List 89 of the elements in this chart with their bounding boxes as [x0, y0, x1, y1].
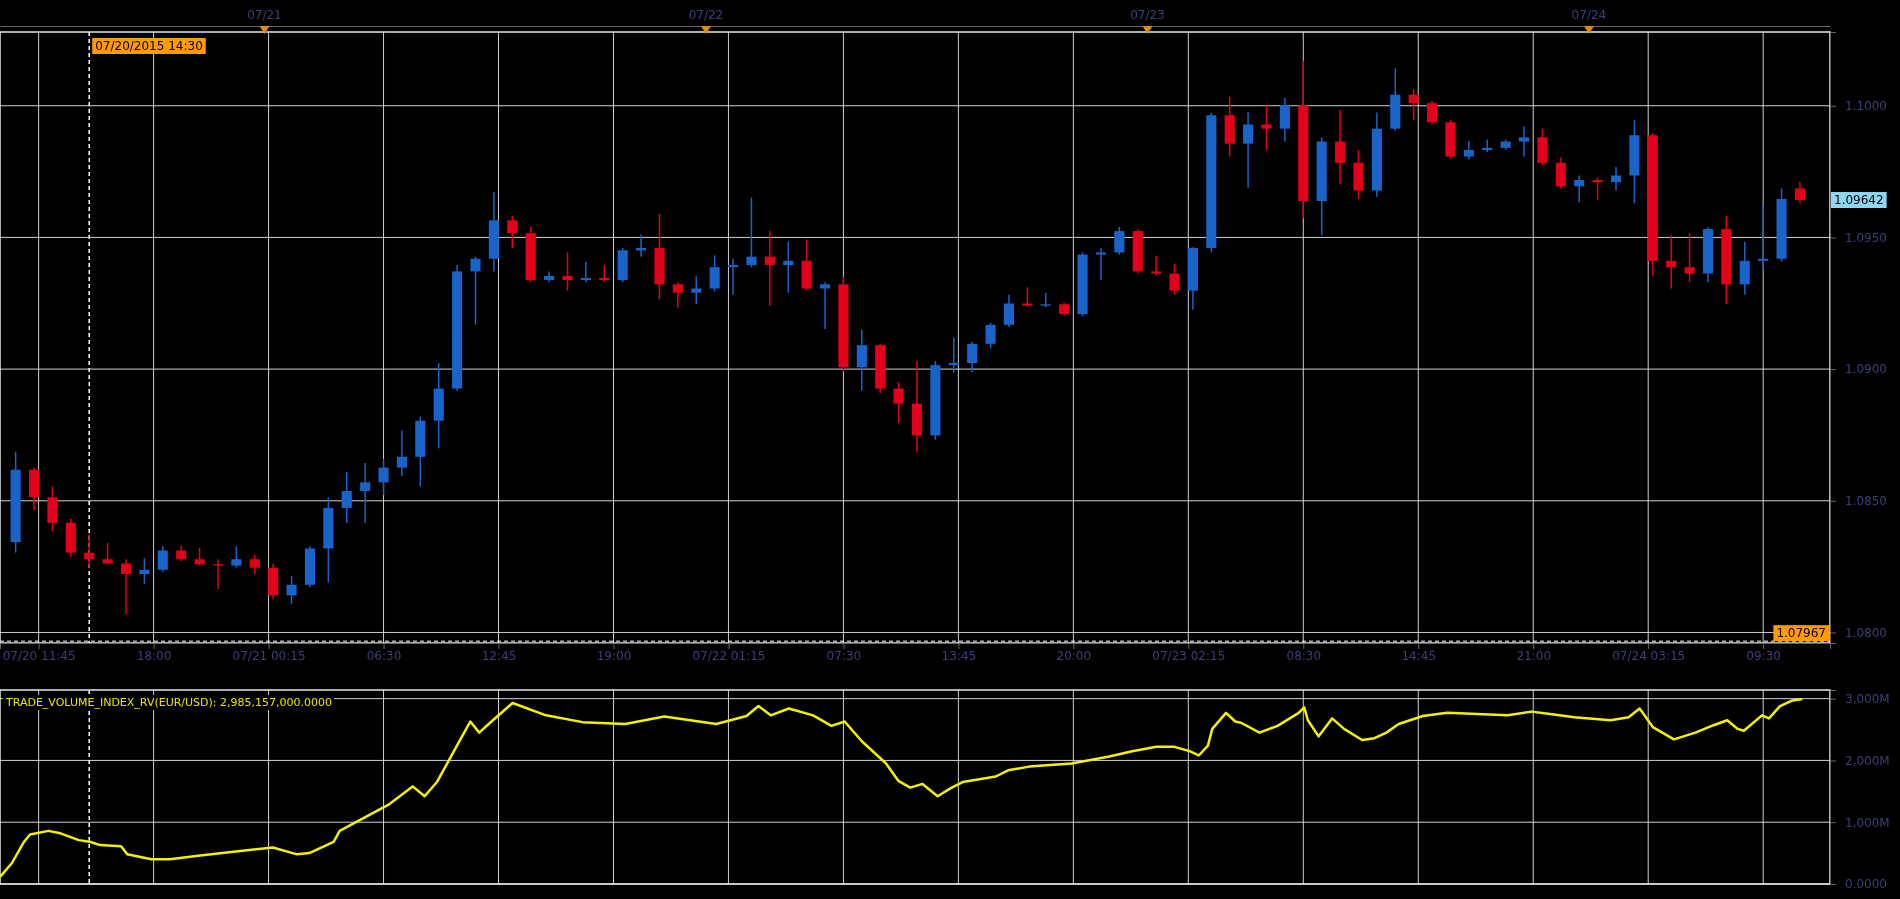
candlestick — [1114, 226, 1125, 256]
candlestick — [819, 281, 831, 330]
candlestick — [396, 429, 407, 477]
x-tick-label: 08:30 — [1286, 649, 1322, 663]
x2-tick-label: 07/22 — [688, 8, 724, 22]
x-tick-label: 07/20 11:45 — [2, 649, 76, 663]
candlestick — [1463, 140, 1474, 161]
x-tick-label: 20:00 — [1056, 649, 1092, 663]
candlestick — [746, 196, 757, 268]
candlestick — [249, 554, 260, 575]
candlestick — [1610, 166, 1622, 192]
y-tick-label: 0.0000 — [1845, 877, 1887, 892]
x-tick-label: 07:30 — [826, 649, 862, 663]
candlestick — [157, 545, 168, 573]
candlestick — [1427, 100, 1438, 126]
candlestick — [1794, 181, 1806, 205]
candlestick — [967, 340, 978, 374]
candlestick — [231, 545, 242, 569]
candlestick — [1758, 204, 1769, 272]
y-tick-label: 2,000M — [1845, 753, 1890, 768]
candlestick — [341, 471, 352, 524]
y-tick-label: 1.0800 — [1845, 625, 1887, 640]
text: 1.09642 — [1834, 193, 1884, 208]
candlestick — [120, 558, 132, 616]
candlestick — [507, 215, 518, 249]
y-tick-label: 1,000M — [1845, 815, 1890, 830]
candlestick — [139, 557, 150, 585]
candlestick — [1555, 156, 1566, 190]
x-tick-label: 13:45 — [941, 649, 977, 663]
candlestick — [1151, 255, 1162, 277]
candlestick — [286, 575, 297, 605]
candlestick — [691, 275, 702, 306]
candlestick — [84, 532, 95, 569]
candlestick — [1261, 104, 1272, 151]
x-tick-label: 14:45 — [1401, 649, 1437, 663]
candlestick — [1739, 240, 1750, 296]
candlestick — [948, 336, 959, 374]
x-tick-label: 12:45 — [481, 649, 517, 663]
candlestick — [562, 251, 573, 292]
ref-line-label: 07/20/2015 14:30 — [95, 39, 203, 53]
candlestick — [1666, 234, 1677, 290]
candlestick — [893, 381, 904, 424]
x-tick-label: 07/21 00:15 — [232, 649, 306, 663]
candlestick — [470, 255, 481, 326]
candlestick — [1169, 263, 1180, 296]
x-tick-label: 19:00 — [596, 649, 632, 663]
x-tick-label: 18:00 — [136, 649, 172, 663]
candlestick — [1279, 97, 1290, 143]
candlestick — [985, 322, 996, 350]
candlestick — [360, 462, 371, 524]
candlestick — [378, 458, 389, 496]
x-tick-label: 21:00 — [1516, 649, 1552, 663]
ref-line-label: 1.07967 — [1776, 626, 1826, 641]
candlestick — [580, 260, 591, 283]
x-tick-label: 07/23 02:15 — [1152, 649, 1226, 663]
x2-tick-label: 07/24 — [1571, 8, 1607, 22]
candlestick — [1003, 294, 1015, 328]
candlestick — [1095, 247, 1106, 281]
x2-tick-label: 07/21 — [247, 8, 282, 22]
candlestick — [1022, 286, 1033, 308]
text: TRADE_VOLUME_INDEX_RV(EUR/USD): 2,985,157,000.0000 — [5, 696, 333, 709]
x2-tick-label: 07/23 — [1130, 8, 1165, 22]
candlestick — [102, 542, 113, 565]
candlestick — [212, 558, 224, 590]
candlestick — [1684, 232, 1695, 283]
y-tick-label: 1.0850 — [1845, 494, 1887, 509]
candlestick — [1243, 111, 1254, 189]
candlestick — [1592, 176, 1603, 202]
y-tick-label: 1.1000 — [1845, 99, 1887, 114]
line-series — [0, 698, 1803, 878]
y-tick-label: 1.0950 — [1845, 230, 1887, 245]
x-tick-label: 06:30 — [366, 649, 402, 663]
y-tick-label: 3,000M — [1845, 691, 1890, 706]
x-tick-label: 07/24 03:15 — [1612, 649, 1686, 663]
candlestick — [856, 329, 867, 392]
candlestick — [727, 258, 739, 296]
y-tick-label: 1.0900 — [1845, 362, 1887, 377]
candlestick — [1482, 138, 1493, 153]
candlestick — [1335, 108, 1346, 185]
candlestick — [1408, 88, 1419, 121]
x-tick-label: 07/22 01:15 — [692, 649, 766, 663]
candlestick — [764, 230, 775, 307]
candlestick — [672, 281, 683, 309]
candlestick — [1040, 291, 1051, 308]
x-tick-label: 09:30 — [1746, 649, 1781, 663]
candlestick — [1518, 125, 1530, 158]
candlestick — [709, 254, 720, 293]
candlestick — [783, 240, 794, 294]
candlestick — [1574, 174, 1585, 203]
